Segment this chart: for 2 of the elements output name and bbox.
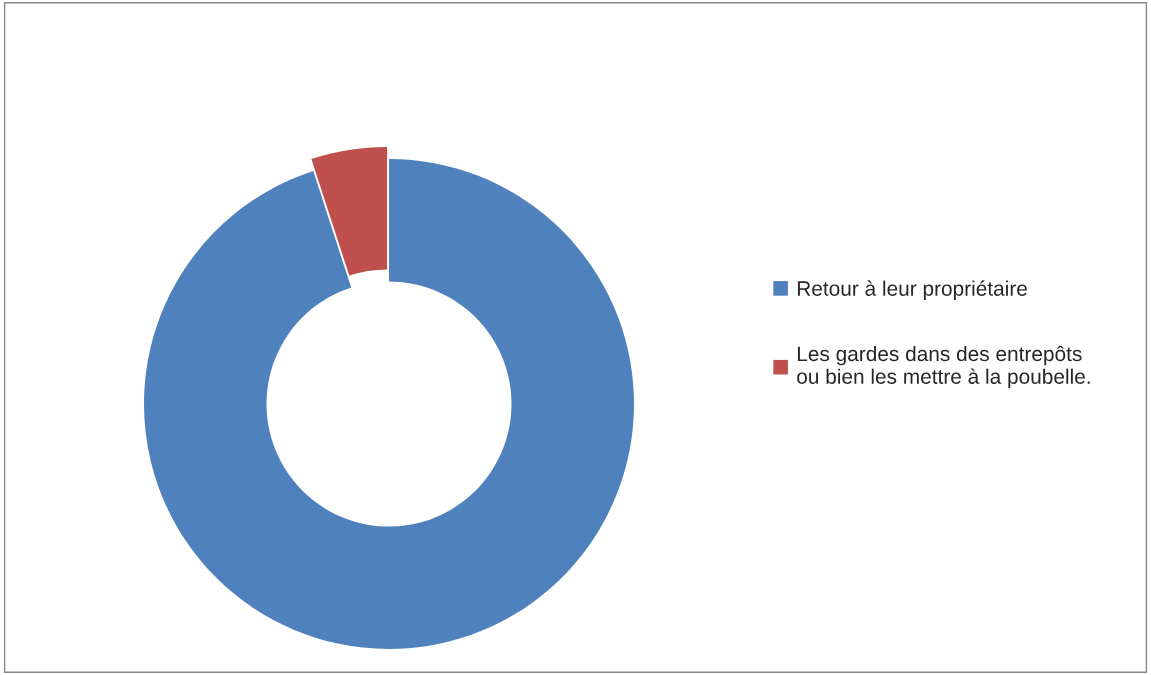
legend-label: Les gardes dans des entrepôts ou bien les mettre à la poubelle. (797, 345, 1090, 389)
legend-label: Retour à leur propriétaire (797, 280, 1027, 300)
